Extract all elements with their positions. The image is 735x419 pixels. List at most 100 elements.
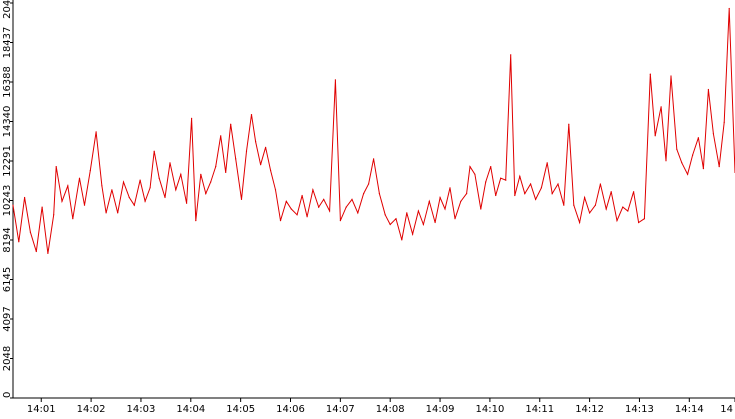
data-point (428, 200, 430, 202)
data-point (490, 166, 492, 168)
data-point (35, 250, 37, 253)
data-point (279, 220, 282, 222)
data-point (296, 214, 298, 216)
data-point (29, 231, 31, 233)
data-point (500, 177, 502, 179)
x-tick-label: 14:13 (625, 404, 654, 415)
data-point (712, 133, 715, 135)
data-point (480, 208, 482, 210)
y-tick-label: 0 (2, 392, 13, 398)
data-point (111, 189, 113, 191)
data-point (406, 212, 408, 214)
data-point (563, 204, 565, 206)
data-point (169, 162, 171, 164)
data-point (707, 88, 710, 91)
x-tick-label: 14:08 (376, 404, 405, 415)
data-point (122, 181, 125, 183)
data-point (449, 187, 451, 189)
data-point (643, 218, 646, 220)
series-line-0 (12, 8, 735, 254)
data-point (318, 206, 320, 208)
y-tick-label: 16388 (2, 66, 13, 98)
data-point (128, 196, 130, 199)
data-point (329, 210, 331, 212)
data-point (594, 204, 597, 206)
data-point (485, 181, 487, 183)
data-point (12, 204, 14, 206)
data-point (540, 187, 543, 189)
data-point (78, 177, 81, 179)
data-point (697, 137, 700, 139)
data-point (519, 175, 521, 177)
data-point (24, 196, 26, 199)
data-point (255, 141, 257, 143)
data-point (139, 179, 141, 181)
data-point (210, 181, 212, 183)
data-point (175, 189, 177, 191)
data-point (670, 75, 672, 77)
data-point (164, 196, 166, 199)
data-point (274, 189, 277, 191)
data-point (245, 150, 248, 152)
data-point (301, 194, 303, 197)
x-tick-label: 14:10 (475, 404, 504, 415)
data-point (230, 123, 232, 125)
x-tick-label: 14 (720, 404, 733, 415)
data-point (153, 150, 155, 152)
data-point (622, 206, 624, 208)
data-point (363, 193, 365, 195)
data-point (728, 7, 730, 10)
data-point (474, 173, 476, 175)
x-tick-labels: 14:01 14:02 14:03 14:04 14:05 14:06 14:07 14:08… (27, 398, 735, 415)
data-point (72, 218, 74, 220)
data-point (225, 171, 227, 173)
data-point (530, 183, 532, 185)
data-point (260, 164, 262, 166)
data-point (306, 216, 308, 218)
data-point (158, 177, 160, 179)
x-tick-label: 14:12 (575, 404, 604, 415)
data-point (389, 223, 391, 226)
data-point (270, 169, 272, 172)
data-point (557, 183, 559, 185)
data-point (373, 158, 375, 160)
x-tick-label: 14:04 (176, 404, 205, 415)
data-point (368, 183, 370, 185)
data-point (610, 191, 612, 193)
data-point (654, 135, 656, 137)
data-point (439, 196, 441, 199)
data-point (395, 218, 397, 220)
y-tick-labels: 0 2048 4097 6145 8194 10243 12291 14340 16388 184… (2, 0, 13, 399)
y-tick-label: 8194 (2, 227, 13, 252)
x-tick-label: 14:03 (127, 404, 156, 415)
data-point (573, 204, 575, 206)
data-point (101, 185, 103, 187)
data-point (546, 162, 548, 164)
data-point (627, 210, 629, 212)
x-tick-label: 14:02 (77, 404, 106, 415)
data-point (649, 73, 651, 75)
data-point (505, 179, 507, 181)
data-point (702, 168, 705, 170)
data-point (676, 148, 678, 150)
data-point (723, 121, 725, 123)
data-point (200, 173, 202, 175)
x-tick-label: 14:01 (27, 404, 56, 415)
data-point (117, 212, 119, 214)
data-point (265, 146, 267, 148)
data-point (454, 218, 456, 220)
data-point (67, 185, 69, 187)
data-point (215, 166, 217, 168)
y-tick-label: 14340 (2, 106, 13, 138)
data-point (339, 220, 341, 222)
data-point (133, 204, 135, 206)
data-point (633, 191, 635, 193)
data-point (83, 204, 86, 206)
data-point (47, 252, 49, 254)
data-point (186, 202, 188, 204)
data-point (524, 193, 526, 195)
data-point (144, 200, 146, 202)
data-point (240, 198, 243, 200)
